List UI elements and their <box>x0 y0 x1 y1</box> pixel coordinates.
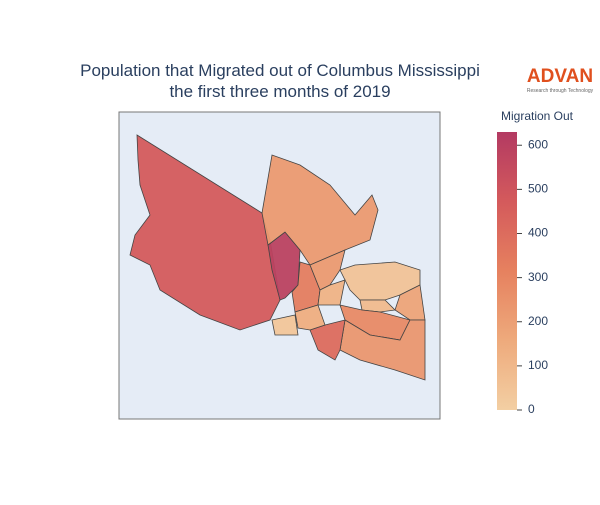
chart-title: Population that Migrated out of Columbus… <box>80 61 480 80</box>
chart-title: the first three months of 2019 <box>169 82 390 101</box>
region <box>271 314 299 336</box>
colorbar-tick-label: 100 <box>528 358 548 372</box>
region <box>294 304 326 331</box>
region <box>339 319 426 381</box>
region <box>309 249 346 291</box>
region <box>317 279 346 306</box>
colorbar-tick-label: 200 <box>528 314 548 328</box>
colorbar-tick-label: 600 <box>528 137 548 151</box>
logo: ADVAN <box>527 66 593 87</box>
colorbar-tick-label: 0 <box>528 402 535 416</box>
colorbar-title: Migration Out <box>501 109 574 123</box>
region <box>261 154 379 266</box>
colorbar-tick-label: 400 <box>528 226 548 240</box>
region <box>359 299 396 313</box>
colorbar-tick-label: 300 <box>528 270 548 284</box>
colorbar-tick-label: 500 <box>528 182 548 196</box>
logo-tagline: Research through Technology <box>527 88 594 94</box>
colorbar <box>497 132 517 410</box>
